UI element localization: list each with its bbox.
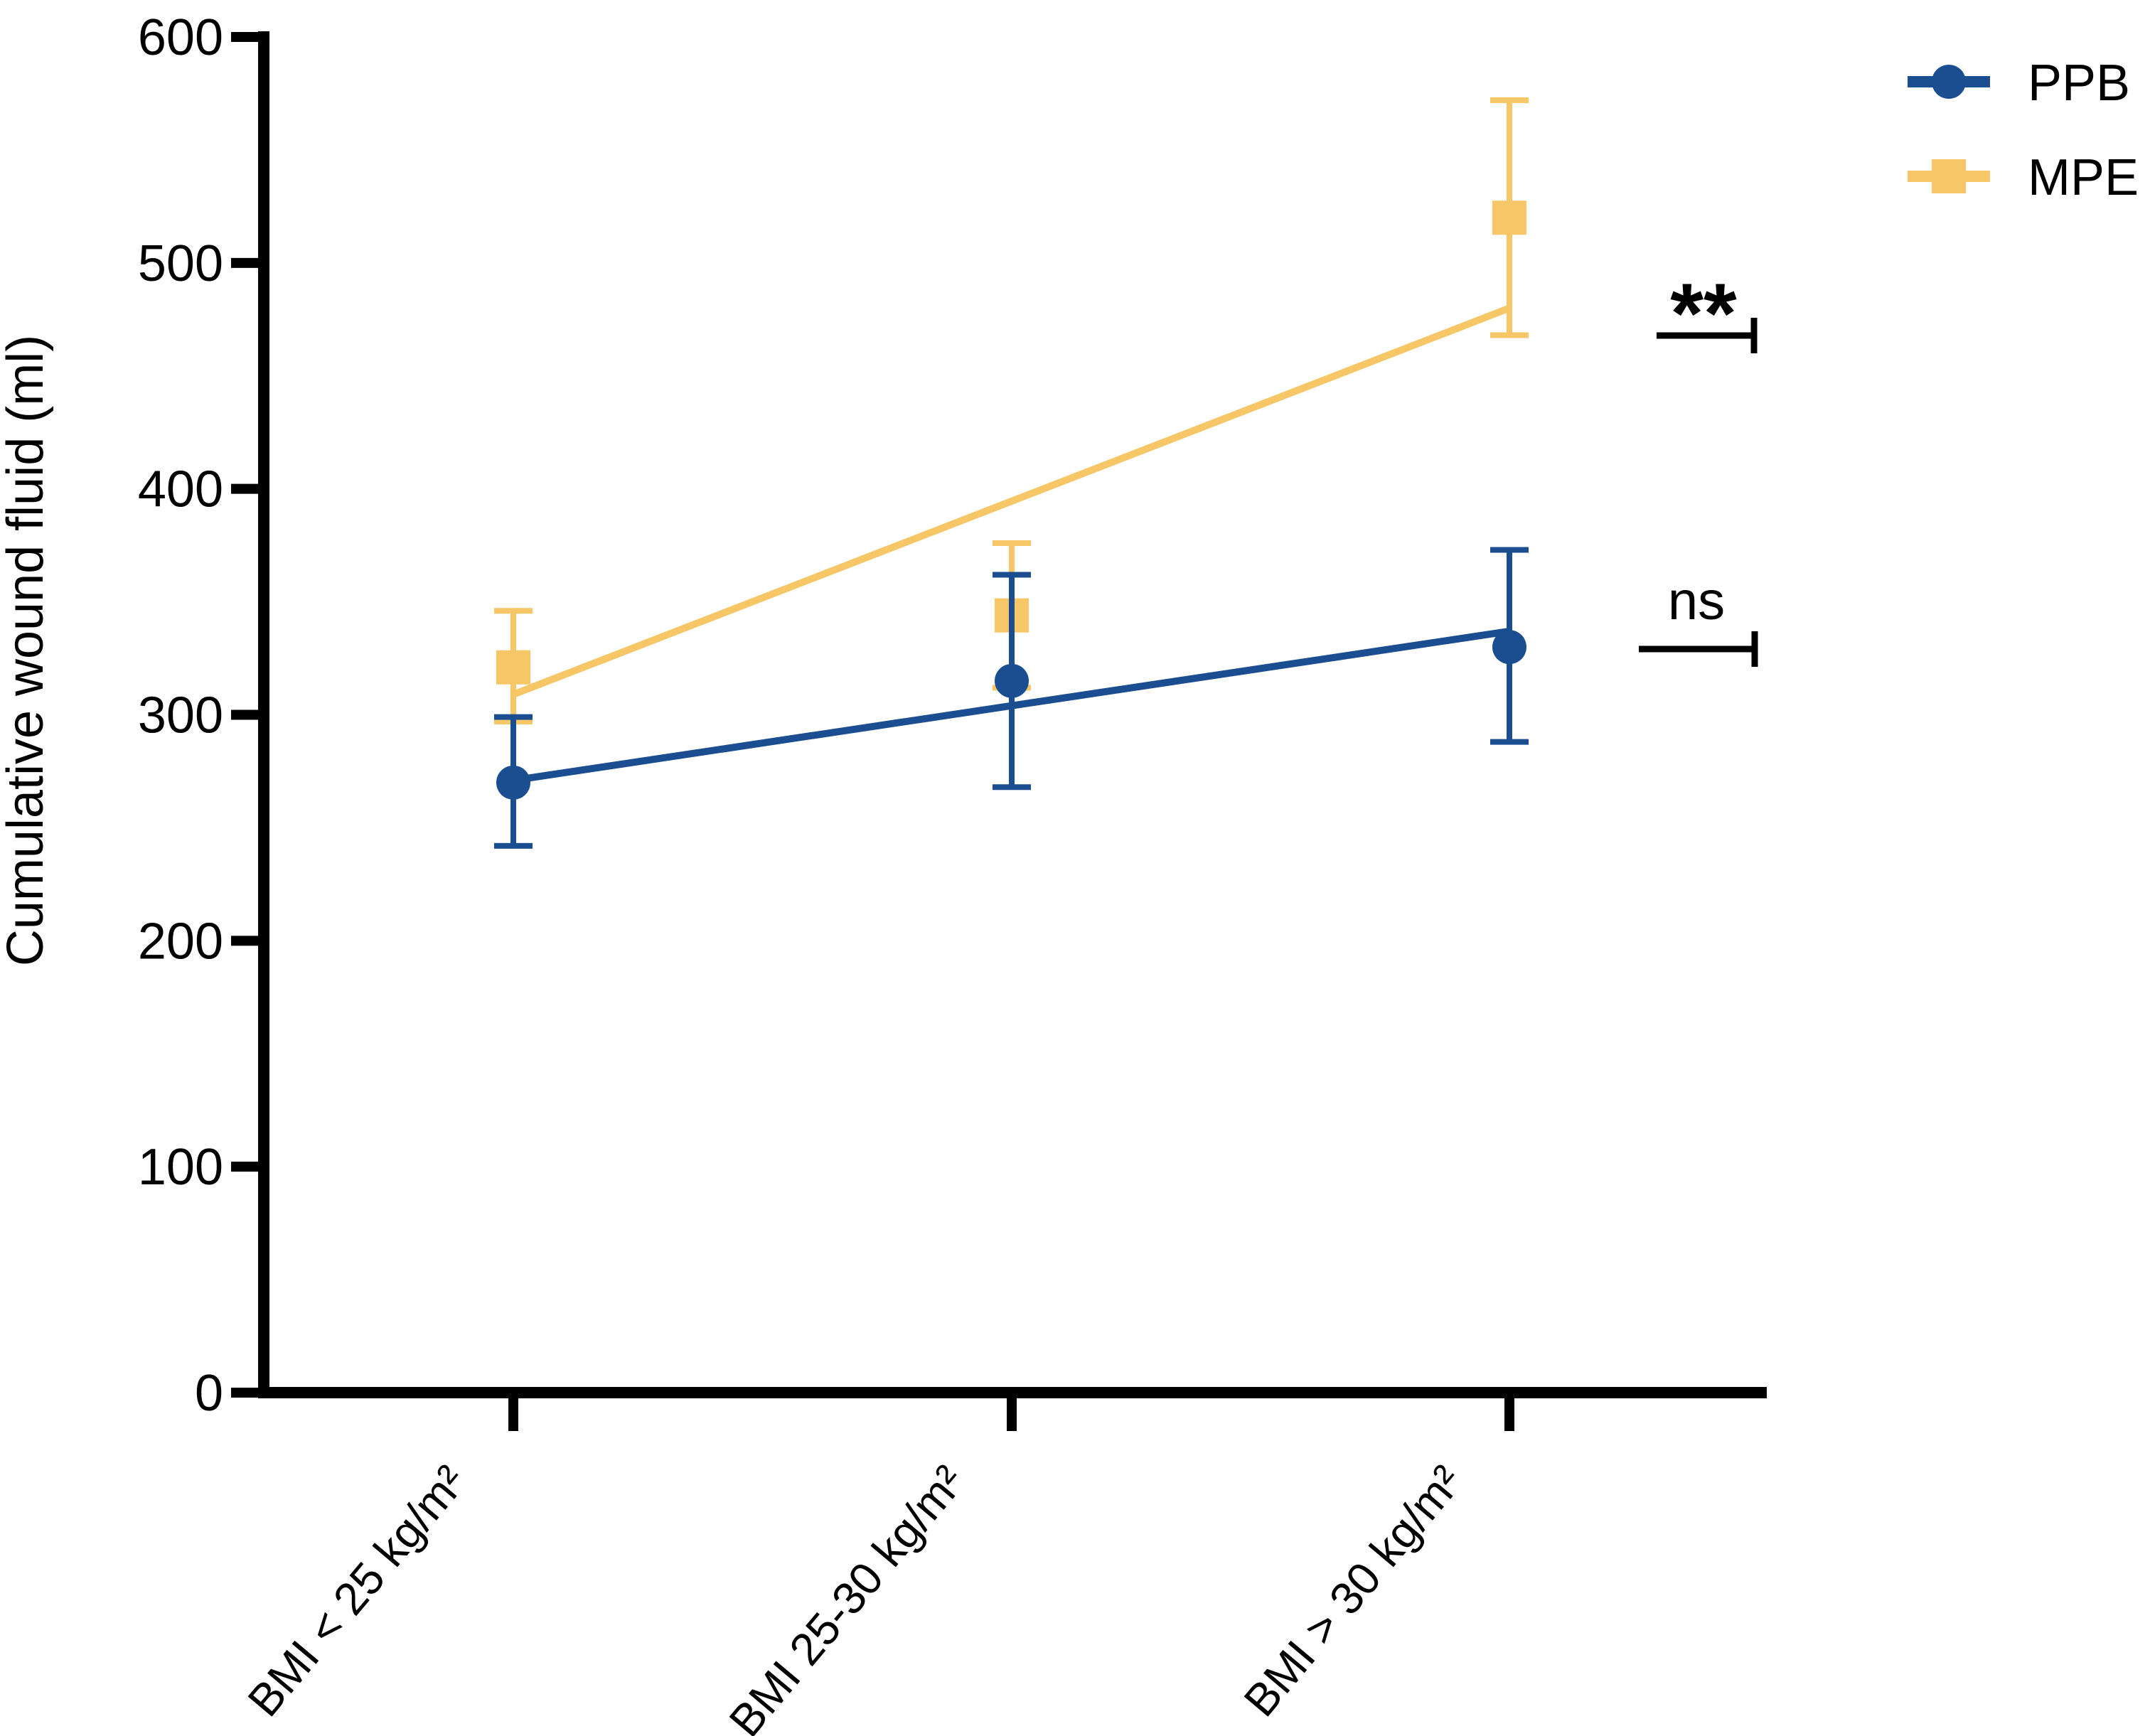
mpe-trend-line: [512, 304, 1511, 698]
y-tick-label-500: 500: [138, 235, 223, 292]
legend-marker-ppb: [1932, 65, 1966, 99]
y-tick-label-0: 0: [195, 1365, 223, 1422]
y-tick-label-100: 100: [138, 1139, 223, 1196]
ppb-marker-3: [1492, 630, 1526, 665]
ppb-marker-1: [496, 765, 530, 800]
legend-marker-mpe: [1932, 159, 1966, 193]
ppb-marker-2: [995, 663, 1029, 698]
y-tick-label-200: 200: [138, 913, 223, 970]
mpe-marker-3: [1492, 200, 1526, 235]
mpe-marker-1: [496, 650, 530, 685]
significance-label-1: **: [1670, 266, 1737, 361]
significance-label-2: ns: [1668, 571, 1725, 631]
y-axis-title: Cumulative wound fluid (ml): [0, 335, 54, 966]
y-tick-label-400: 400: [138, 461, 223, 518]
y-tick-label-600: 600: [138, 9, 223, 66]
legend-label-ppb: PPB: [2028, 55, 2130, 112]
y-tick-label-300: 300: [138, 687, 223, 744]
legend-label-mpe: MPE: [2028, 149, 2139, 206]
